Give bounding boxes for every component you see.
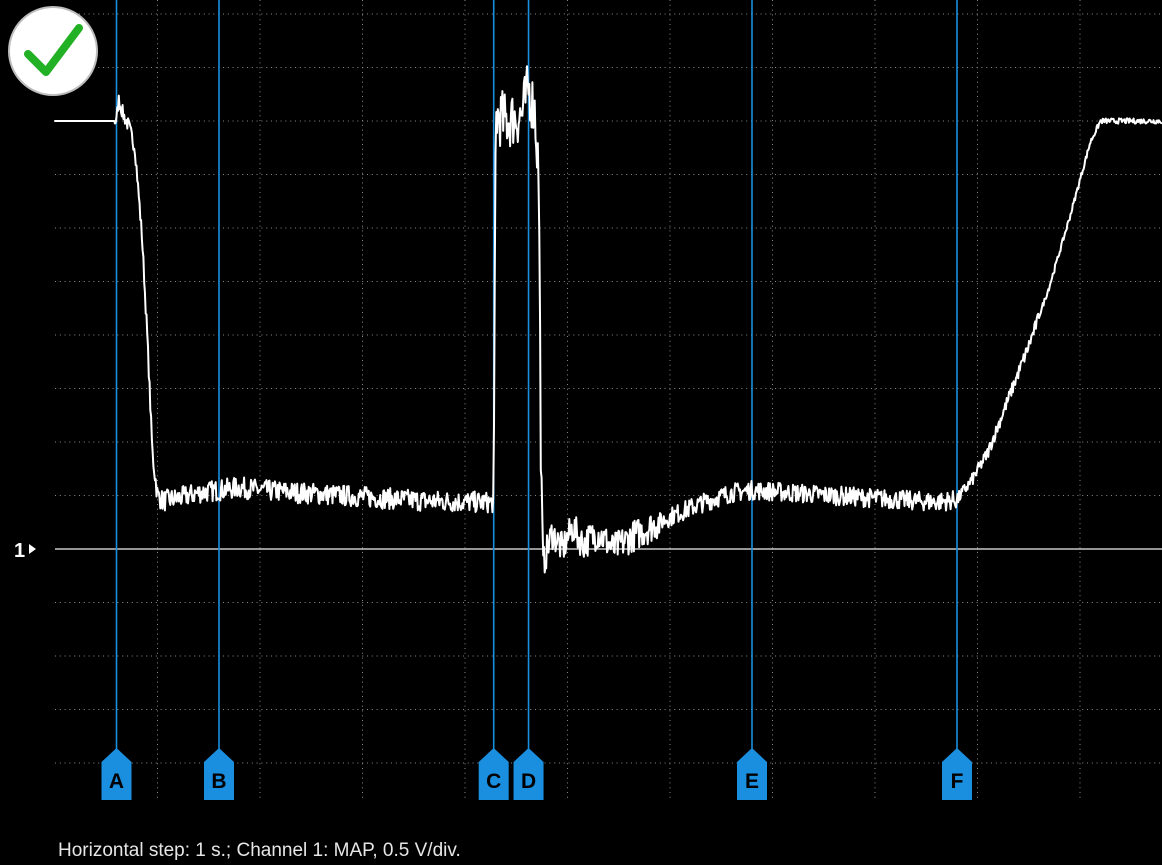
cursor-b-handle[interactable]: B bbox=[204, 748, 234, 800]
cursor-tag[interactable] bbox=[478, 748, 509, 800]
cursor-c-handle[interactable]: C bbox=[478, 748, 509, 800]
cursor-tag[interactable] bbox=[737, 748, 767, 800]
cursor-label: D bbox=[521, 770, 536, 793]
channel-1-zero-label: 1 bbox=[14, 540, 25, 562]
cursor-tag[interactable] bbox=[101, 748, 132, 800]
cursor-f-handle[interactable]: F bbox=[942, 748, 972, 800]
cursor-e-handle[interactable]: E bbox=[737, 748, 767, 800]
cursor-label: E bbox=[745, 770, 759, 793]
cursor-label: C bbox=[486, 770, 501, 793]
cursor-label: B bbox=[211, 770, 226, 793]
checkmark-icon bbox=[24, 24, 83, 76]
zero-arrow-icon bbox=[29, 544, 36, 554]
cursor-lines bbox=[115, 0, 958, 760]
cursor-tag[interactable] bbox=[204, 748, 234, 800]
badge-circle bbox=[8, 6, 98, 96]
status-line: Horizontal step: 1 s.; Channel 1: MAP, 0… bbox=[58, 840, 461, 861]
cursor-tag[interactable] bbox=[513, 748, 544, 800]
cursor-tag[interactable] bbox=[942, 748, 972, 800]
grid bbox=[55, 0, 1162, 800]
channel-1-zero-marker: 1 bbox=[14, 540, 36, 562]
cursor-label: A bbox=[109, 770, 124, 793]
cursor-d-handle[interactable]: D bbox=[513, 748, 544, 800]
cursor-label: F bbox=[951, 770, 964, 793]
status-badge bbox=[8, 6, 98, 96]
cursor-a-handle[interactable]: A bbox=[101, 748, 132, 800]
map-trace bbox=[54, 65, 1162, 574]
